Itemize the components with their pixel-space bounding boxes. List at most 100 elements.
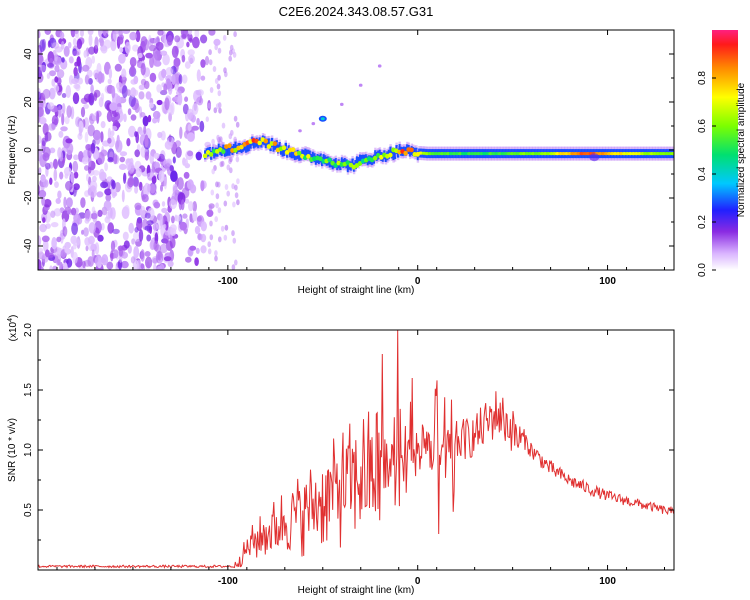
noise-blob (107, 180, 111, 191)
spectrogram-axes: -100 0 100 -40 -20 0 20 40 (23, 29, 674, 287)
noise-blob (217, 47, 222, 54)
noise-blob (75, 83, 81, 92)
noise-blob (40, 175, 46, 183)
signal-point (281, 145, 287, 151)
snr-panel: -100 0 100 0.5 1.0 1.5 2.0 Height of straight … (7, 315, 675, 596)
noise-blob (131, 238, 136, 245)
noise-blob (213, 38, 221, 46)
harmonic-track (298, 64, 382, 133)
noise-blob (185, 256, 192, 263)
colorbar-gradient (712, 30, 738, 270)
noise-blob (215, 202, 219, 209)
colorbar-tick-label: 0.2 (697, 215, 708, 229)
noise-blob (233, 31, 237, 38)
signal-halo-cell (351, 158, 354, 168)
noise-blob (42, 217, 46, 224)
noise-blob (214, 250, 218, 257)
noise-blob (160, 130, 166, 141)
noise-blob (110, 250, 114, 262)
noise-blob (200, 221, 207, 232)
noise-blob (119, 156, 126, 163)
noise-blob (64, 206, 72, 215)
noise-blob (38, 99, 43, 111)
noise-blob (38, 135, 42, 145)
noise-blob (208, 205, 213, 211)
noise-blob (68, 75, 74, 85)
noise-blob (62, 226, 68, 237)
noise-blob (143, 125, 147, 135)
spectrogram-xlabel: Height of straight line (km) (298, 285, 415, 296)
noise-blob (186, 108, 194, 120)
signal-halo-cell (409, 147, 412, 157)
noise-blob (231, 183, 235, 190)
noise-blob (38, 235, 42, 247)
chart-title: C2E6.2024.343.08.57.G31 (279, 4, 434, 19)
noise-blob (116, 82, 123, 90)
noise-blob (215, 181, 219, 188)
signal-halo-cell (340, 157, 344, 167)
spectrogram-ytick-label: 20 (23, 96, 34, 108)
harmonic-point (311, 122, 316, 126)
signal-halo-cell (304, 148, 307, 158)
snr-ytick-label: 2.0 (23, 323, 34, 337)
noise-blob (220, 225, 225, 232)
noise-blob (63, 196, 67, 209)
noise-blob (50, 222, 59, 228)
noise-blob (148, 102, 154, 109)
noise-blob (188, 30, 193, 35)
noise-blob (114, 112, 121, 121)
noise-blob (196, 69, 201, 82)
noise-blob (232, 201, 236, 208)
signal-point (619, 152, 624, 156)
signal-point (266, 144, 272, 149)
signal-point (652, 152, 657, 156)
signal-point (643, 152, 648, 156)
noise-blob (49, 265, 53, 270)
noise-blob (54, 51, 58, 62)
signal-point (637, 152, 642, 156)
signal-halo-cell (213, 149, 216, 159)
noise-blob (235, 121, 240, 128)
snr-xtick-label: -100 (218, 576, 238, 587)
noise-blob (140, 263, 145, 270)
noise-blob (163, 256, 172, 262)
signal-point (233, 147, 238, 153)
signal-point (291, 147, 296, 153)
signal-point (482, 152, 487, 156)
spectrogram-ytick-label: 40 (23, 48, 34, 60)
noise-blob (153, 263, 157, 270)
noise-blob (173, 57, 181, 67)
noise-blob (213, 107, 218, 114)
spectrogram-xtick-label: -100 (218, 276, 238, 287)
noise-blob (139, 181, 143, 191)
noise-blob (184, 198, 190, 204)
noise-blob (195, 89, 202, 96)
noise-blob (188, 54, 195, 64)
noise-blob (112, 153, 118, 165)
signal-point (628, 152, 633, 156)
noise-blob (221, 122, 226, 129)
noise-blob (65, 85, 72, 98)
noise-blob (61, 57, 65, 63)
noise-blob (181, 74, 188, 84)
signal-point (318, 156, 323, 162)
noise-blob (214, 78, 219, 84)
noise-blob (186, 179, 194, 190)
noise-blob (144, 225, 152, 231)
noise-blob (73, 171, 79, 179)
noise-blob (97, 234, 104, 242)
noise-blob (56, 69, 65, 79)
noise-blob (64, 116, 70, 125)
noise-blob (231, 230, 235, 237)
noise-blob (73, 213, 81, 224)
noise-blob (159, 263, 165, 270)
noise-blob (162, 53, 170, 66)
signal-halo-cell (226, 146, 230, 156)
signal-point (263, 138, 268, 144)
noise-blob (187, 33, 193, 42)
noise-blob (145, 91, 152, 100)
signal-halo-cell (292, 149, 295, 159)
noise-blob (200, 180, 205, 192)
noise-blob (140, 249, 145, 262)
noise-blob (87, 235, 95, 245)
